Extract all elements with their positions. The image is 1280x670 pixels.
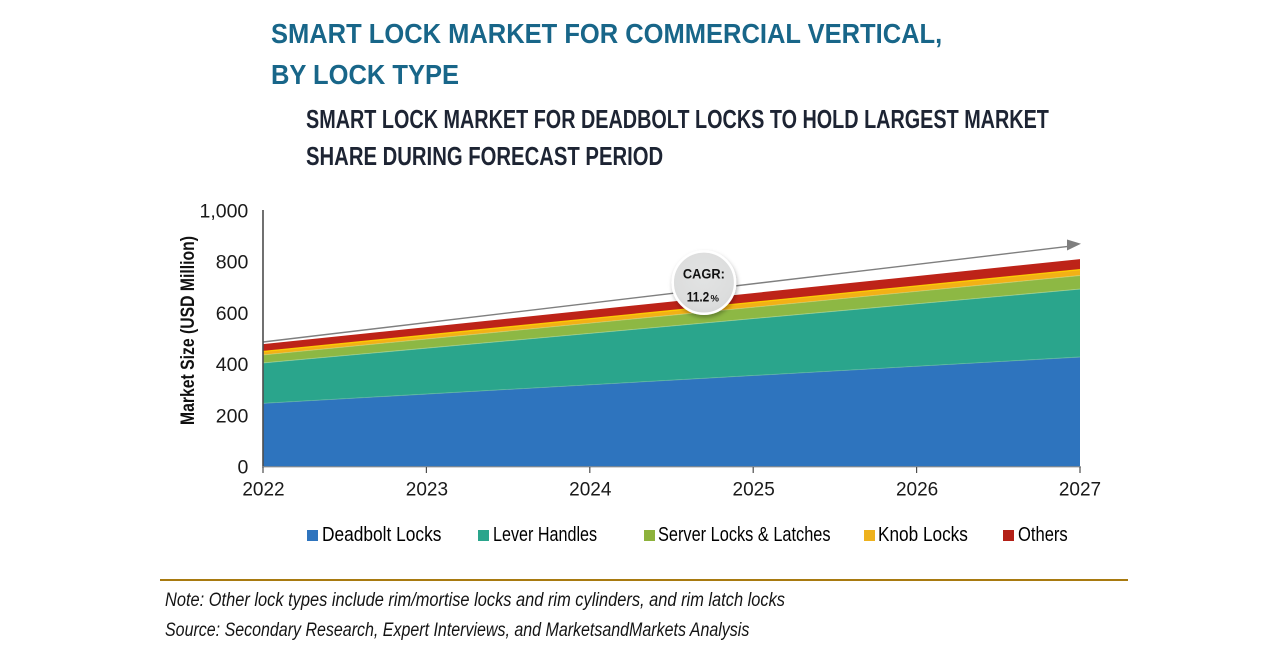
svg-text:2024: 2024 <box>569 480 612 501</box>
svg-text:2023: 2023 <box>406 480 448 501</box>
svg-text:CAGR:: CAGR: <box>683 265 725 281</box>
svg-text:2025: 2025 <box>733 480 775 501</box>
svg-text:400: 400 <box>216 354 249 376</box>
svg-text:600: 600 <box>216 303 249 325</box>
svg-text:2026: 2026 <box>896 480 938 501</box>
svg-text:11.2: 11.2 <box>687 289 710 305</box>
svg-text:800: 800 <box>216 252 249 274</box>
svg-text:%: % <box>711 294 720 305</box>
svg-text:2027: 2027 <box>1059 480 1101 501</box>
svg-text:2022: 2022 <box>242 480 284 501</box>
svg-text:1,000: 1,000 <box>199 201 248 223</box>
svg-text:0: 0 <box>237 457 248 479</box>
svg-text:200: 200 <box>216 405 249 427</box>
svg-text:Market Size (USD Million): Market Size (USD Million) <box>178 236 199 425</box>
